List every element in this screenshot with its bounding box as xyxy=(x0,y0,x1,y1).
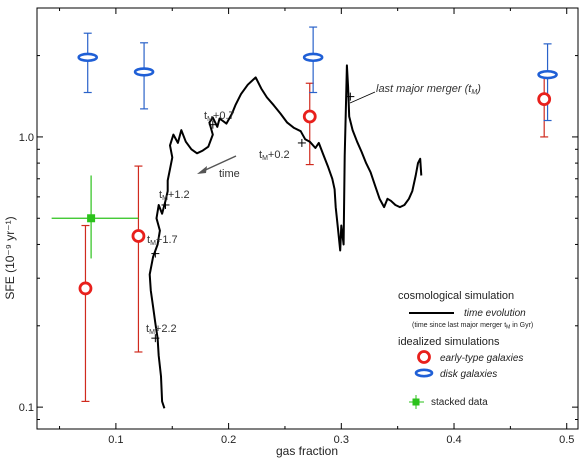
disk-galaxy-point xyxy=(77,52,99,63)
tm-label-1.2: tM+1.2 xyxy=(159,189,190,202)
x-axis-label: gas fraction xyxy=(276,444,338,458)
data-points xyxy=(77,52,558,296)
last-major-merger-leader xyxy=(349,91,376,104)
legend-stacked-marker xyxy=(412,398,420,406)
tm-label-0.2: tM+0.2 xyxy=(259,149,290,162)
y-axis-label: SFE (10⁻⁹ yr⁻¹) xyxy=(3,216,17,299)
disk-galaxy-point xyxy=(537,69,558,80)
disk-galaxy-point xyxy=(302,52,324,63)
time-evolution-line xyxy=(148,64,423,409)
legend-disk-label: disk galaxies xyxy=(440,369,497,380)
legend-time-note: (time since last major merger tM in Gyr) xyxy=(412,322,533,331)
axis-ticks xyxy=(37,7,578,429)
early-type-point xyxy=(131,229,146,243)
tm-label-0.7: tM+0.7 xyxy=(204,110,235,123)
time-arrow-head xyxy=(197,166,207,174)
x-tick-labels: 0.1 0.2 0.3 0.4 0.5 xyxy=(108,434,574,446)
early-type-point xyxy=(78,281,93,296)
time-arrow xyxy=(200,155,237,173)
y-tick-label: 0.1 xyxy=(19,402,34,414)
early-type-point xyxy=(537,92,552,107)
x-tick-label: 0.3 xyxy=(334,434,349,446)
last-major-merger-label: last major merger (tM) xyxy=(376,83,481,96)
stacked-point xyxy=(87,214,96,223)
legend-time-evolution: time evolution xyxy=(464,308,526,319)
legend-cosmo-heading: cosmological simulation xyxy=(398,290,514,302)
legend-stacked-label: stacked data xyxy=(431,397,488,408)
legend-early-marker xyxy=(417,350,431,364)
x-tick-label: 0.2 xyxy=(221,434,236,446)
y-tick-label: 1.0 xyxy=(19,132,34,144)
disk-galaxy-point xyxy=(133,67,155,77)
y-tick-labels: 0.1 1.0 xyxy=(19,132,34,414)
early-type-point xyxy=(302,109,317,124)
time-arrow-label: time xyxy=(219,168,240,180)
tm-label-2.2: tM+2.2 xyxy=(146,323,177,336)
x-tick-label: 0.5 xyxy=(559,434,574,446)
legend-early-label: early-type galaxies xyxy=(440,353,523,364)
legend-idealized-heading: idealized simulations xyxy=(398,336,500,348)
x-tick-label: 0.1 xyxy=(108,434,123,446)
legend-disk-marker xyxy=(414,368,434,378)
tm-label-1.7: tM+1.7 xyxy=(147,234,178,247)
legend: cosmological simulation time evolution (… xyxy=(398,290,533,409)
x-tick-label: 0.4 xyxy=(446,434,461,446)
time-markers xyxy=(151,92,355,343)
